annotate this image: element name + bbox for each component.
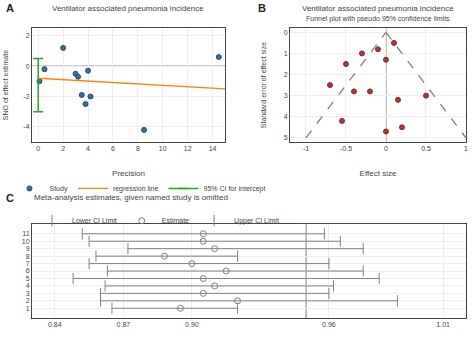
svg-text:2: 2 (284, 71, 288, 78)
svg-text:6: 6 (26, 267, 30, 274)
svg-text:4: 4 (284, 113, 288, 120)
svg-text:-4: -4 (23, 123, 29, 130)
svg-text:SNO of effect estimate: SNO of effect estimate (2, 50, 9, 120)
svg-text:Meta-analysis estimates, given: Meta-analysis estimates, given named stu… (34, 193, 228, 202)
svg-text:Precision: Precision (112, 169, 145, 178)
svg-text:8: 8 (136, 145, 140, 152)
svg-text:0.84: 0.84 (48, 321, 62, 328)
svg-text:Effect size: Effect size (360, 169, 397, 178)
svg-text:0: 0 (284, 29, 288, 36)
svg-text:1: 1 (464, 145, 468, 152)
svg-text:Lower CI Limit: Lower CI Limit (72, 217, 117, 224)
svg-text:0: 0 (26, 63, 30, 70)
svg-text:10: 10 (22, 238, 30, 245)
svg-text:11: 11 (22, 230, 29, 237)
svg-text:-0.5: -0.5 (340, 145, 352, 152)
svg-text:Ventilator associated pneumoni: Ventilator associated pneumonia incidenc… (302, 4, 454, 13)
svg-text:6: 6 (111, 145, 115, 152)
svg-text:1: 1 (26, 305, 30, 312)
svg-text:Upper CI Limit: Upper CI Limit (234, 217, 279, 225)
svg-text:14: 14 (209, 145, 217, 152)
svg-text:4: 4 (86, 145, 90, 152)
svg-text:10: 10 (159, 145, 167, 152)
svg-text:Funnel plot with pseudo 95% co: Funnel plot with pseudo 95% confidence l… (306, 15, 450, 23)
svg-text:7: 7 (26, 260, 30, 267)
svg-text:0: 0 (36, 145, 40, 152)
svg-text:Ventilator associated pneumoni: Ventilator associated pneumonia incidenc… (52, 4, 204, 13)
svg-text:2: 2 (26, 297, 30, 304)
svg-text:2: 2 (61, 145, 65, 152)
svg-text:Estimate: Estimate (162, 217, 189, 224)
svg-text:B: B (258, 2, 266, 14)
svg-text:3: 3 (26, 290, 30, 297)
svg-text:95% CI for intercept: 95% CI for intercept (204, 185, 266, 193)
svg-text:5: 5 (284, 134, 288, 141)
svg-text:8: 8 (26, 253, 30, 260)
svg-text:9: 9 (26, 245, 30, 252)
svg-text:3: 3 (284, 92, 288, 99)
svg-text:-1: -1 (303, 145, 309, 152)
svg-text:Study: Study (49, 185, 67, 193)
svg-text:regression line: regression line (113, 185, 159, 193)
svg-text:-2: -2 (23, 93, 29, 100)
svg-text:4: 4 (26, 282, 30, 289)
svg-text:0.5: 0.5 (421, 145, 431, 152)
svg-text:0.90: 0.90 (185, 321, 199, 328)
svg-text:5: 5 (26, 275, 30, 282)
svg-text:12: 12 (184, 145, 192, 152)
svg-text:1: 1 (284, 50, 288, 57)
svg-text:0.87: 0.87 (117, 321, 131, 328)
svg-text:Standard error of effect size: Standard error of effect size (260, 42, 267, 128)
svg-text:0.96: 0.96 (322, 321, 336, 328)
svg-text:C: C (6, 192, 14, 204)
svg-text:A: A (6, 2, 14, 14)
svg-text:0: 0 (384, 145, 388, 152)
svg-text:1.01: 1.01 (436, 321, 450, 328)
svg-text:2: 2 (26, 32, 30, 39)
